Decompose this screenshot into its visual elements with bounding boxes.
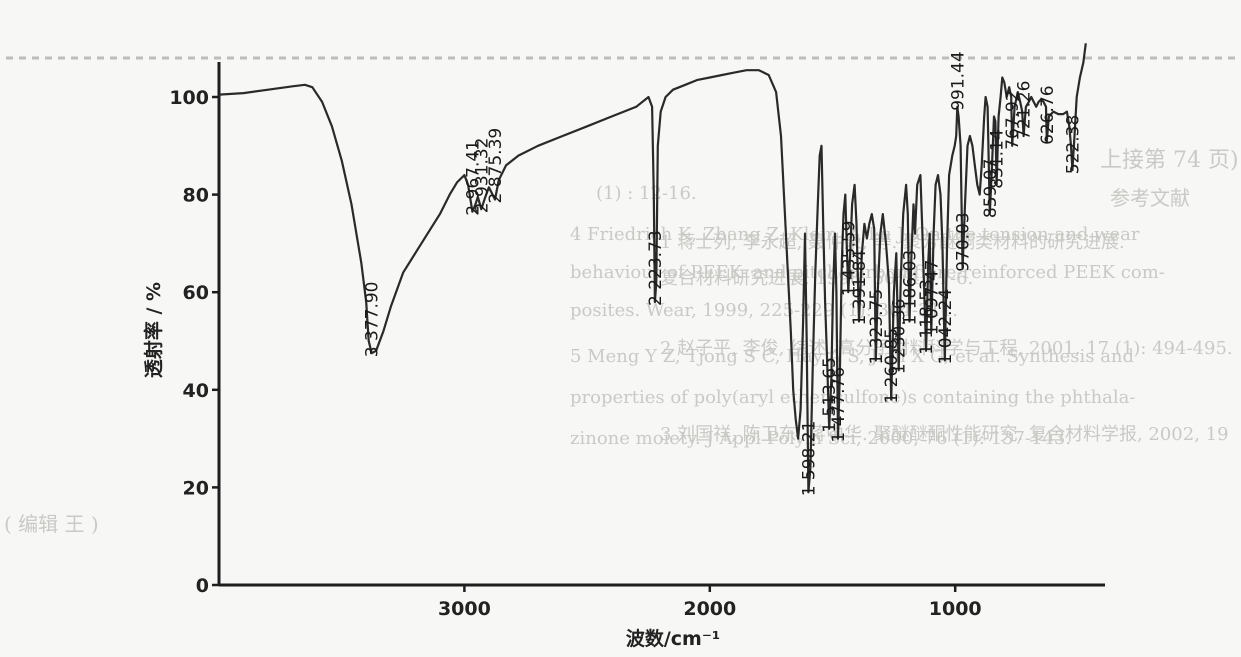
- x-axis-title: 波数/cm⁻¹: [626, 627, 720, 650]
- y-tick-label: 80: [183, 185, 209, 207]
- y-tick-label: 40: [183, 380, 209, 402]
- peak-label: 1 477.76: [829, 367, 849, 443]
- peak-label: 1 186.03: [901, 250, 921, 326]
- spectrum-line: [218, 43, 1087, 494]
- x-tick-label: 1000: [929, 598, 982, 620]
- spectrum-series: [218, 43, 1087, 494]
- peak-label: 2 931.32: [472, 137, 492, 213]
- peak-label: 1 230.36: [890, 299, 910, 375]
- y-tick-label: 60: [183, 282, 209, 304]
- peak-label: 1 097.47: [922, 259, 942, 335]
- peak-label: 3 377.90: [363, 281, 383, 357]
- peak-label: 831.14: [988, 129, 1008, 188]
- peak-label: 1 513.65: [820, 357, 840, 433]
- peak-label: 1 391.84: [850, 250, 870, 326]
- peak-label: 522.38: [1063, 115, 1083, 174]
- y-tick-label: 0: [196, 575, 209, 597]
- peak-label: 859.07: [981, 159, 1001, 218]
- peak-label: 2 967.41: [463, 140, 483, 216]
- x-tick-label: 3000: [438, 598, 491, 620]
- tick-group: 0 20 40 60 80 100 3000 2000 1000: [169, 87, 981, 620]
- chart-axes: [217, 62, 1105, 587]
- y-tick-label: 20: [183, 477, 209, 499]
- peak-label: 970.03: [954, 212, 974, 271]
- peak-label: 1 435.59: [839, 220, 859, 296]
- peak-label: 1 260.85: [882, 328, 902, 404]
- peak-label: 626.76: [1038, 85, 1058, 144]
- peak-label: 2 875.39: [486, 128, 506, 204]
- x-tick-label: 2000: [683, 598, 736, 620]
- peak-label-group: 3 377.90 2 967.412 931.322 875.39 2 223.73…: [363, 51, 1084, 496]
- peak-label: 1 042.24: [936, 289, 956, 365]
- peak-label: 767.92: [1003, 90, 1023, 149]
- peak-label: 721.26: [1015, 81, 1035, 140]
- peak-label: 991.44: [948, 51, 968, 110]
- peak-label: 2 223.73: [646, 230, 666, 306]
- peak-label: 1 118.53: [917, 279, 937, 355]
- peak-label: 1 598.21: [799, 421, 819, 497]
- peak-label: 1 323.75: [867, 289, 887, 365]
- y-axis-title: 透射率 / %: [142, 282, 165, 378]
- y-tick-label: 100: [169, 87, 209, 109]
